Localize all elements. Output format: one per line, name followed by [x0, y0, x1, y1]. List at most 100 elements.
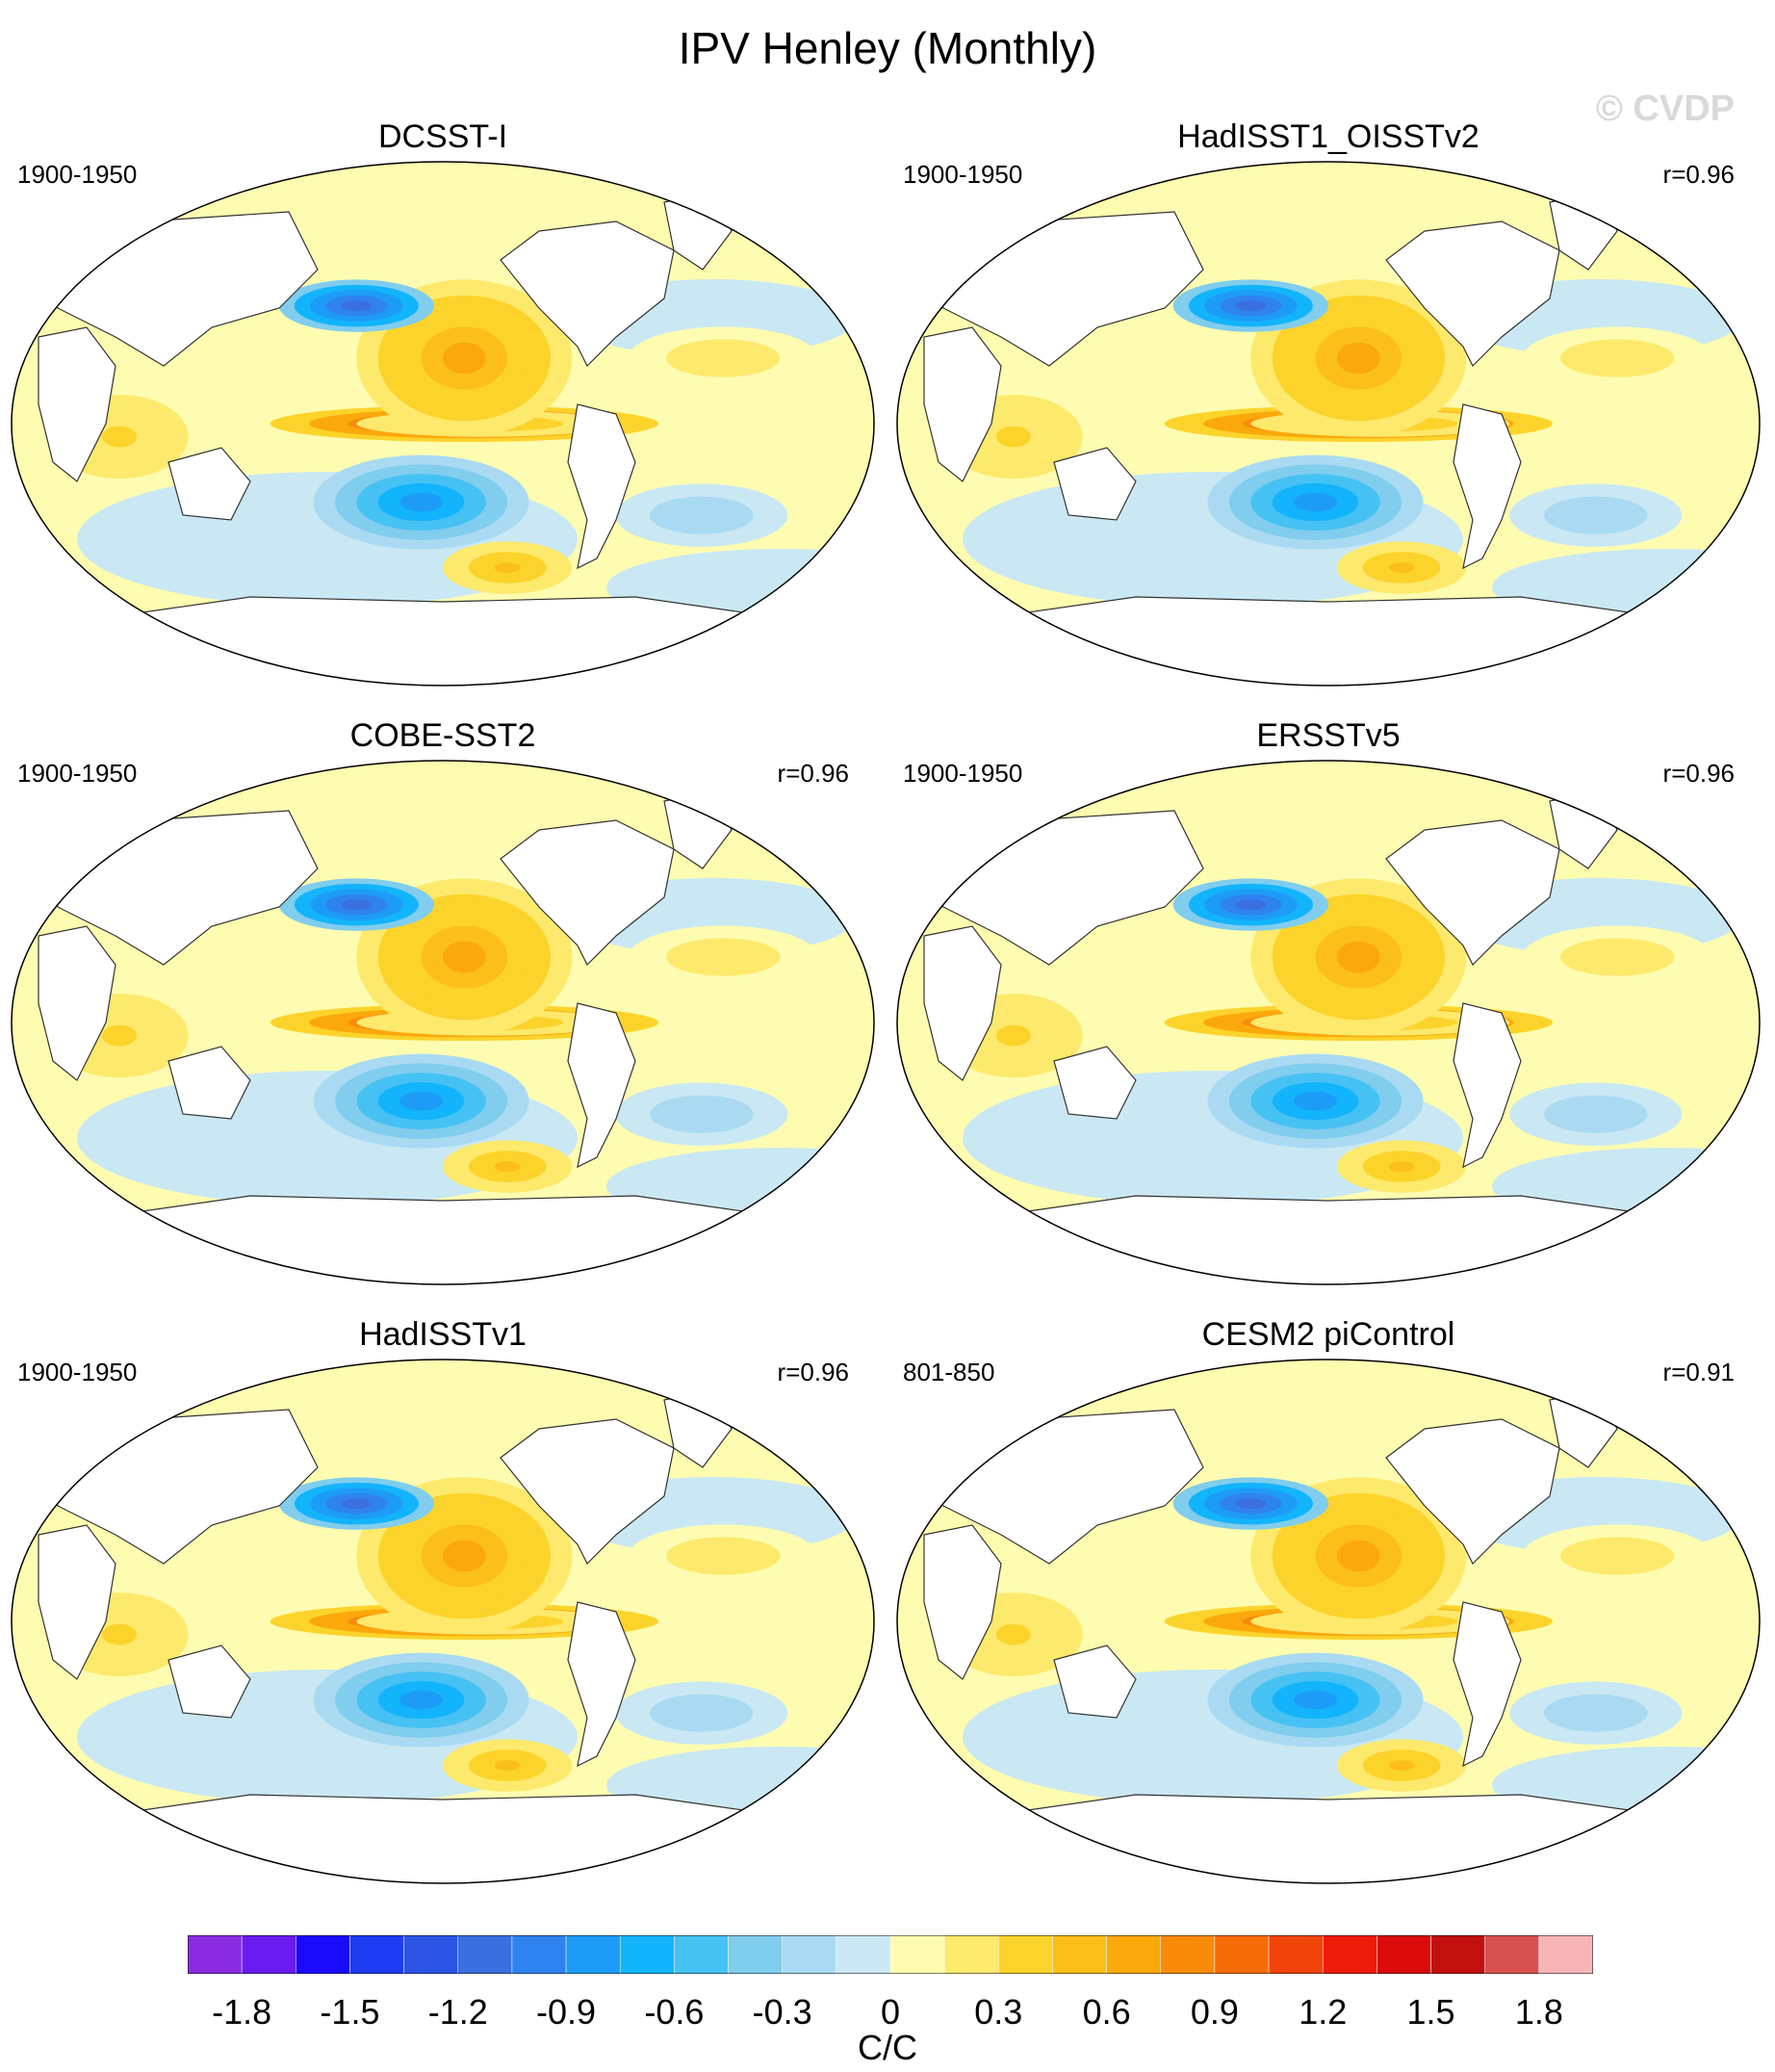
panel-title: DCSST-I [377, 118, 508, 155]
anomaly-contour [683, 1706, 719, 1720]
colorbar-swatch [619, 1935, 675, 1974]
map-plot [896, 760, 1761, 1285]
anomaly-contour [341, 899, 373, 911]
colorbar-tick-label: 0 [880, 1992, 901, 2032]
colorbar-swatch [457, 1935, 513, 1974]
colorbar-tick-label: 0.6 [1082, 1992, 1131, 2032]
anomaly-contour [1388, 562, 1415, 574]
colorbar-swatch [1430, 1935, 1485, 1974]
map-border [896, 760, 1761, 1285]
land-mass [1053, 1046, 1137, 1120]
land-mass [1453, 403, 1522, 570]
colorbar-tick-label: 1.2 [1299, 1992, 1348, 2032]
anomaly-contour [341, 1498, 373, 1510]
land-mass [567, 1601, 636, 1768]
panel-correlation: r=0.96 [777, 1358, 849, 1386]
colorbar [188, 1935, 1593, 1974]
land-mass [17, 1195, 868, 1284]
anomaly-contour [102, 1623, 137, 1645]
colorbar-swatch [1376, 1935, 1431, 1974]
colorbar-ticks: -1.8 -1.5 -1.2 -0.9 -0.6 -0.3 0 0.3 0.6 0.9 1.2 1.5… [0, 1993, 1775, 2035]
map-border [11, 1359, 875, 1884]
map-plot [896, 161, 1761, 686]
colorbar-swatch [728, 1935, 783, 1974]
colorbar-swatch [943, 1935, 999, 1974]
anomaly-contour [704, 950, 742, 964]
anomaly-contour [443, 342, 486, 375]
colorbar-tick-label: -1.2 [427, 1992, 488, 2032]
anomaly-contour [341, 300, 373, 312]
colorbar-swatch [565, 1935, 621, 1974]
anomaly-contour [1578, 1706, 1613, 1720]
anomaly-field [17, 790, 874, 1284]
colorbar-swatch [296, 1935, 350, 1974]
colorbar-tick-label: -1.5 [320, 1992, 380, 2032]
anomaly-contour [494, 1760, 521, 1772]
anomaly-contour [704, 1549, 742, 1563]
map-plot [11, 161, 875, 686]
anomaly-contour [399, 1091, 443, 1111]
land-mass [1385, 220, 1560, 368]
anomaly-contour [1294, 492, 1337, 512]
land-mass [500, 819, 675, 967]
colorbar-swatch [1106, 1935, 1162, 1974]
land-mass [923, 1524, 1002, 1680]
map-panel: HadISST1_OISSTv2 1900-1950 r=0.96 [886, 116, 1771, 712]
map-border [11, 161, 875, 686]
land-mass [903, 1195, 1754, 1284]
panel-period: 1900-1950 [903, 759, 1023, 788]
land-mass [903, 1794, 1754, 1883]
colorbar-swatch [349, 1935, 404, 1974]
anomaly-contour [1336, 342, 1380, 375]
anomaly-contour [494, 562, 521, 574]
map-plot [11, 760, 875, 1285]
colorbar-swatch [1214, 1935, 1270, 1974]
map-panel: ERSSTv5 1900-1950 r=0.96 [886, 714, 1771, 1311]
map-border [896, 1359, 1761, 1884]
anomaly-contour [1235, 1498, 1267, 1510]
panel-correlation: r=0.91 [1662, 1358, 1735, 1386]
land-mass [500, 220, 675, 368]
colorbar-tick-label: -0.6 [644, 1992, 705, 2032]
colorbar-swatch [782, 1935, 837, 1974]
anomaly-contour [1235, 300, 1267, 312]
colorbar-swatch [836, 1935, 891, 1974]
colorbar-swatch [1268, 1935, 1324, 1974]
colorbar-tick-label: 1.5 [1406, 1992, 1455, 2032]
anomaly-contour [1598, 1549, 1636, 1563]
colorbar-swatch [188, 1935, 243, 1974]
colorbar-swatch [998, 1935, 1053, 1974]
land-mass [1053, 1645, 1137, 1719]
anomaly-contour [1388, 1161, 1415, 1173]
anomaly-contour [1294, 1690, 1337, 1710]
map-panel: COBE-SST2 1900-1950 r=0.96 [0, 714, 886, 1311]
colorbar-units: C/C [858, 2028, 917, 2067]
panel-period: 801-850 [903, 1358, 995, 1386]
land-mass [38, 1524, 116, 1680]
anomaly-contour [1388, 1760, 1415, 1772]
anomaly-contour [683, 508, 719, 522]
anomaly-contour [1235, 899, 1267, 911]
map-border [896, 161, 1761, 686]
colorbar-tick-label: -1.8 [212, 1992, 272, 2032]
anomaly-contour [996, 1024, 1031, 1047]
anomaly-contour [996, 1623, 1031, 1645]
colorbar-swatch [674, 1935, 729, 1974]
map-border [11, 760, 875, 1285]
panel-period: 1900-1950 [17, 1358, 138, 1386]
anomaly-contour [1578, 508, 1613, 522]
panel-period: 1900-1950 [17, 759, 138, 788]
panel-correlation: r=0.96 [1662, 160, 1735, 189]
anomaly-contour [1598, 351, 1636, 365]
colorbar-swatch [1322, 1935, 1377, 1974]
anomaly-contour [102, 426, 137, 448]
land-mass [167, 447, 251, 521]
anomaly-contour [399, 1690, 443, 1710]
map-panel: DCSST-I 1900-1950 [0, 116, 886, 712]
panel-period: 1900-1950 [903, 160, 1023, 189]
colorbar-swatch [403, 1935, 459, 1974]
land-mass [923, 925, 1002, 1081]
land-mass [1053, 447, 1137, 521]
colorbar-tick-label: 0.3 [974, 1992, 1023, 2032]
anomaly-contour [443, 941, 486, 973]
